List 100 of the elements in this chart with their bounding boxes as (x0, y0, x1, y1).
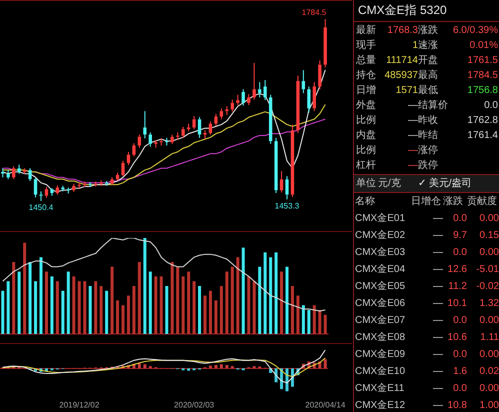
text: 1450.4 (28, 203, 54, 212)
text: 1762.8 (466, 114, 498, 127)
text: — (432, 365, 443, 378)
text: 1784.5 (302, 8, 327, 18)
text: 比例 (356, 144, 377, 157)
text: CMX金E02 (355, 229, 406, 242)
text: 涨跌 (418, 24, 439, 37)
text: 1784.5 (466, 69, 498, 82)
text: — (407, 99, 418, 112)
text: 最新 (356, 24, 377, 37)
text: — (432, 382, 443, 395)
text: — (432, 229, 443, 242)
x-tick-label: 2019/12/02 (59, 400, 100, 410)
text: 1.32 (478, 297, 499, 310)
text: — (432, 280, 443, 293)
text: CMX金E12 (355, 399, 406, 412)
text: 日增 (356, 84, 377, 97)
text: CMX金E指 5320 (354, 0, 499, 22)
text: -0.02 (475, 280, 499, 293)
text: 1.6 (452, 365, 467, 378)
text: — (432, 314, 443, 327)
text: CMX金E03 (355, 246, 406, 259)
text: 外盘 (356, 99, 377, 112)
text: 昨收 (418, 114, 439, 127)
text: 杠杆 (356, 159, 377, 172)
text: 跌停 (418, 159, 439, 172)
text: 1761.5 (466, 54, 498, 67)
text: 1571 (394, 84, 418, 97)
text: 最高 (418, 69, 439, 82)
text: 涨停 (418, 144, 439, 157)
text: — (432, 263, 443, 276)
text: 0.00 (478, 348, 499, 361)
text: 10.1 (446, 297, 467, 310)
text: 0.0 (452, 348, 467, 361)
text: 1453.3 (274, 202, 300, 211)
text: — (432, 212, 443, 225)
text: 12.6 (446, 263, 467, 276)
text: — (407, 144, 418, 157)
text: 开盘 (418, 54, 439, 67)
text: CMX金E04 (355, 263, 406, 276)
text: 0.00 (478, 382, 499, 395)
text: 0.0 (452, 382, 467, 395)
text: 涨跌 (443, 195, 464, 208)
text: — (432, 399, 443, 412)
text: 1768.3 (386, 24, 418, 37)
text: — (407, 159, 418, 172)
text: 名称 (355, 195, 376, 208)
text: 昨结 (418, 129, 439, 142)
text: 0.01% (468, 39, 498, 52)
x-tick-label: 2020/04/14 (305, 400, 346, 410)
text: CMX金E09 (355, 348, 406, 361)
text: — (407, 129, 418, 142)
text: 11.2 (447, 280, 467, 293)
text: 10.8 (446, 399, 467, 412)
text: 0.00 (478, 314, 499, 327)
text: 0.0 (483, 99, 498, 112)
text: 9.7 (452, 229, 467, 242)
text: 日增仓 (411, 195, 442, 208)
text: 1756.8 (466, 84, 498, 97)
text: 贡献度 (467, 195, 498, 208)
text: 比例 (356, 114, 377, 127)
text: 10.6 (446, 331, 467, 344)
text: — (432, 297, 443, 310)
text: 总量 (356, 54, 377, 67)
text: 1 (411, 39, 418, 52)
text: CMX金E08 (355, 331, 406, 344)
text: 结算价 (418, 99, 449, 112)
text: 111714 (385, 54, 418, 67)
text: 0.0 (452, 314, 467, 327)
text: 1761.4 (466, 129, 498, 142)
text: ✓ 美元/盎司 (418, 177, 473, 190)
text: 速涨 (418, 39, 439, 52)
text: 现手 (356, 39, 377, 52)
text: 0.00 (478, 212, 499, 225)
text: 485937 (384, 69, 418, 82)
text: 0.02 (478, 365, 499, 378)
x-tick-label: 2020/02/03 (174, 400, 215, 410)
text: 1.11 (479, 331, 499, 344)
text: 单位 (356, 177, 377, 190)
text: CMX金E01 (355, 212, 406, 225)
text: 6.0/0.39% (452, 24, 498, 37)
text: CMX金E11 (355, 382, 406, 395)
text: 1.00 (478, 399, 499, 412)
text: CMX金E05 (355, 280, 406, 293)
text: CMX金E06 (355, 297, 406, 310)
text: 元/克 (378, 177, 402, 190)
text: 内盘 (356, 129, 377, 142)
text: — (407, 114, 418, 127)
text: -5.01 (475, 263, 499, 276)
text: CMX金E10 (355, 365, 406, 378)
text: 0.0 (452, 246, 467, 259)
text: 0.15 (478, 229, 499, 242)
text: 0.00 (478, 246, 499, 259)
text: CMX金E07 (355, 314, 406, 327)
text: 最低 (418, 84, 439, 97)
text: — (432, 348, 443, 361)
text: 持仓 (356, 69, 377, 82)
text: — (432, 331, 443, 344)
text: — (432, 246, 443, 259)
text: 0.0 (452, 212, 467, 225)
